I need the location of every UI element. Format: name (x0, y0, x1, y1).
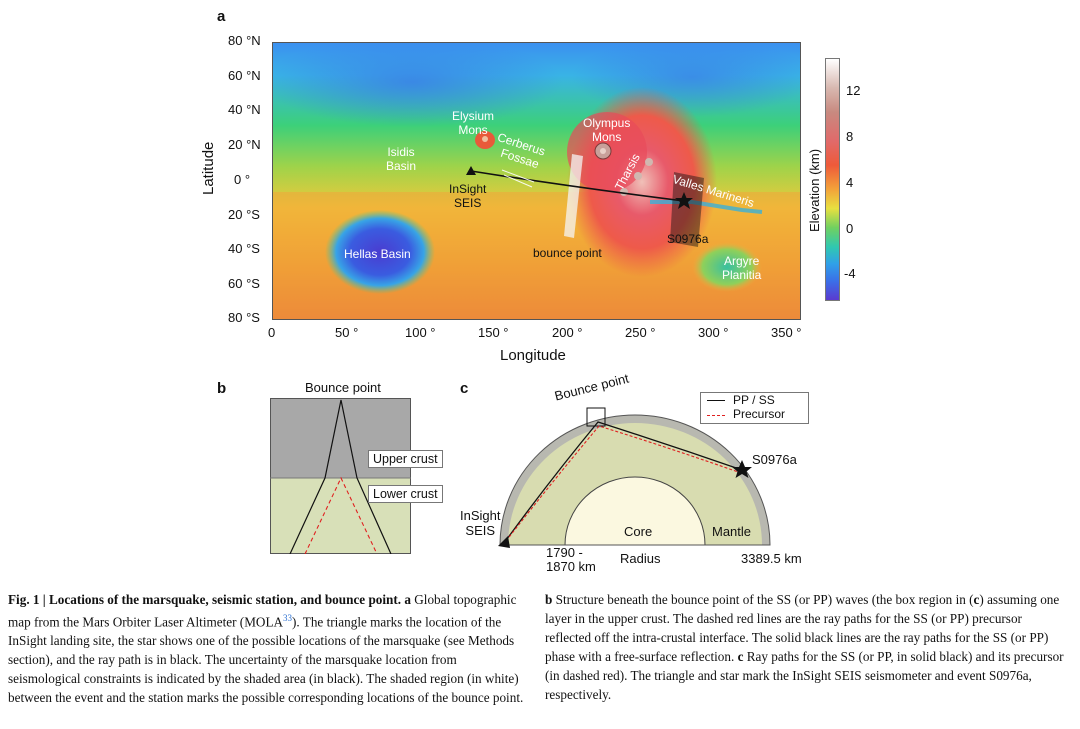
colorbar-tick: 4 (846, 175, 854, 190)
panel-a-label: a (217, 8, 226, 25)
colorbar-tick: 0 (846, 221, 854, 236)
label-insight: InSight SEIS (449, 182, 487, 210)
caption-a-marker: a (404, 592, 411, 607)
lon-tick: 350 ° (771, 325, 802, 340)
lat-tick: 0 ° (234, 172, 251, 187)
lower-crust-label: Lower crust (368, 485, 443, 503)
y-axis-label: Latitude (200, 141, 217, 195)
label-event-c: S0976a (752, 452, 797, 467)
location-uncertainty-region (670, 172, 704, 247)
caption-left: Fig. 1 | Locations of the marsquake, sei… (8, 590, 530, 707)
lat-tick: 80 °N (228, 33, 261, 48)
caption-text: Ray paths for the SS (or PP, in solid bl… (545, 649, 1064, 702)
reference-link[interactable]: 33 (283, 613, 293, 623)
map-frame (272, 42, 801, 320)
insight-triangle (466, 166, 476, 175)
lat-tick: 60 °N (228, 68, 261, 83)
legend-item: PP / SS (733, 393, 775, 407)
upper-crust-label: Upper crust (368, 450, 443, 468)
label-isidis: Isidis Basin (386, 145, 417, 173)
legend-line-solid (707, 400, 725, 401)
label-station-c: InSight SEIS (460, 508, 501, 538)
lat-tick: 80 °S (228, 310, 260, 325)
colorbar (825, 58, 840, 301)
lat-tick: 40 °N (228, 102, 261, 117)
lon-tick: 150 ° (478, 325, 509, 340)
label-event: S0976a (667, 232, 709, 246)
caption-b-marker: b (545, 592, 553, 607)
lon-tick: 100 ° (405, 325, 436, 340)
topographic-map (272, 42, 800, 319)
lon-tick: 300 ° (698, 325, 729, 340)
legend: PP / SS Precursor (700, 392, 809, 424)
label-bounce-point-c: Bounce point (553, 370, 631, 404)
caption-text: ) assuming one layer in the upper crust.… (545, 592, 1060, 664)
colorbar-tick: 12 (846, 83, 861, 98)
label-radius: Radius (620, 551, 661, 566)
panel-b-label: b (217, 380, 227, 397)
lon-tick: 50 ° (335, 325, 359, 340)
label-mantle: Mantle (712, 524, 752, 539)
caption-text: Structure beneath the bounce point of th… (552, 592, 974, 607)
caption-text: Global topographic map from the Mars Orb… (8, 592, 517, 630)
lat-tick: 20 °N (228, 137, 261, 152)
colorbar-tick: -4 (844, 266, 856, 281)
panel-b-title: Bounce point (305, 380, 381, 395)
label-argyre: Argyre Planitia (722, 254, 762, 282)
crust-diagram (270, 398, 411, 554)
caption-c-ref: c (973, 592, 980, 607)
label-olympus: Olympus Mons (583, 116, 631, 144)
lat-tick: 20 °S (228, 207, 260, 222)
lat-tick: 60 °S (228, 276, 260, 291)
lon-tick: 200 ° (552, 325, 583, 340)
x-axis-label: Longitude (500, 347, 566, 364)
legend-item: Precursor (733, 407, 786, 421)
caption-text: ). The triangle marks the location of th… (8, 614, 524, 706)
bounce-region (564, 154, 583, 238)
lon-tick: 250 ° (625, 325, 656, 340)
colorbar-tick: 8 (846, 129, 854, 144)
lat-tick: 40 °S (228, 241, 260, 256)
caption-c-marker: c (737, 649, 744, 664)
caption-head: Fig. 1 | Locations of the marsquake, sei… (8, 592, 402, 607)
label-surface-radius: 3389.5 km (741, 551, 802, 566)
panel-c-label: c (460, 380, 469, 397)
label-core: Core (624, 524, 653, 539)
label-elysium: Elysium Mons (452, 109, 495, 137)
lon-tick: 0 (268, 325, 276, 340)
event-star (675, 192, 693, 209)
label-bounce: bounce point (533, 246, 602, 260)
legend-line-dashed (707, 415, 725, 416)
ray-path (470, 170, 685, 202)
ray-path-diagram (498, 407, 771, 548)
caption-right: b Structure beneath the bounce point of … (545, 590, 1070, 704)
colorbar-label: Elevation (km) (807, 148, 822, 232)
label-core-radius: 1790 -1870 km (546, 545, 596, 574)
label-hellas: Hellas Basin (344, 247, 411, 261)
